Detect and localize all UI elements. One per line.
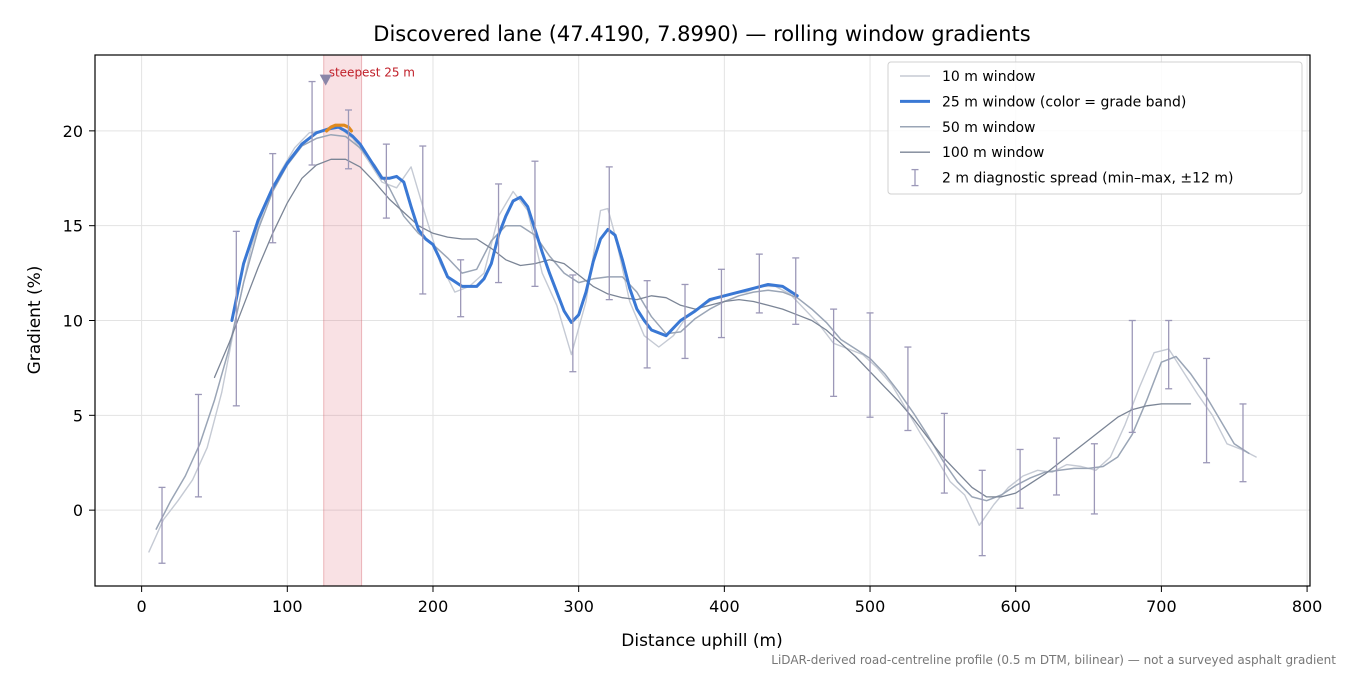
error-bar	[308, 80, 316, 166]
y-tick-label: 0	[73, 501, 83, 520]
x-tick-label: 100	[272, 597, 303, 616]
x-tick-label: 700	[1146, 597, 1177, 616]
footnote: LiDAR-derived road-centreline profile (0…	[771, 653, 1336, 667]
y-axis-ticks: 0 5 10 15 20	[63, 122, 95, 520]
error-bars	[158, 80, 1247, 564]
error-bar	[1165, 319, 1173, 390]
error-bar	[531, 160, 539, 288]
y-tick-label: 10	[63, 312, 83, 331]
x-axis-ticks: 0 100 200 300 400 500 600 700 800	[137, 586, 1323, 616]
error-bar	[978, 469, 986, 557]
error-bar	[792, 257, 800, 325]
legend-label: 10 m window	[942, 69, 1035, 85]
error-bar	[755, 253, 763, 314]
error-bar	[269, 152, 277, 244]
error-bar	[940, 412, 948, 494]
series-layer	[148, 123, 1257, 553]
legend-label: 25 m window (color = grade band)	[942, 94, 1186, 110]
steepest-label: steepest 25 m	[329, 66, 415, 80]
y-tick-label: 15	[63, 217, 83, 236]
x-tick-label: 0	[137, 597, 147, 616]
error-bar	[1239, 403, 1247, 483]
x-tick-label: 300	[563, 597, 594, 616]
x-tick-label: 200	[418, 597, 449, 616]
error-bar	[681, 283, 689, 360]
error-bar	[1090, 443, 1098, 515]
chart-title: Discovered lane (47.4190, 7.8990) — roll…	[373, 22, 1030, 46]
steepest-annotation: steepest 25 m	[319, 66, 415, 86]
error-bar	[1053, 437, 1061, 496]
y-tick-label: 20	[63, 122, 83, 141]
error-bar	[866, 312, 874, 418]
x-tick-label: 500	[855, 597, 886, 616]
steepest-marker	[319, 74, 332, 86]
error-bar	[232, 230, 240, 407]
error-bar	[194, 393, 202, 498]
error-bar	[419, 145, 427, 295]
legend: 10 m window 25 m window (color = grade ba…	[887, 61, 1303, 195]
error-bar	[605, 166, 613, 301]
error-bar	[344, 109, 352, 170]
legend-box	[887, 61, 1303, 195]
error-bar	[569, 274, 577, 373]
series-line-1	[230, 125, 799, 338]
series-line-3	[155, 133, 1250, 530]
error-bar	[1016, 448, 1024, 509]
error-bar	[643, 280, 651, 369]
error-bar	[158, 486, 166, 564]
error-bar	[495, 183, 503, 284]
y-axis-label: Gradient (%)	[25, 266, 45, 375]
error-bar	[830, 308, 838, 398]
error-bar	[457, 259, 465, 318]
x-axis-label: Distance uphill (m)	[621, 631, 782, 651]
error-bar	[382, 143, 390, 219]
legend-label: 100 m window	[942, 145, 1044, 161]
x-tick-label: 400	[709, 597, 740, 616]
legend-label: 50 m window	[942, 120, 1035, 136]
error-bar	[1203, 357, 1211, 464]
y-tick-label: 5	[73, 406, 83, 425]
x-tick-label: 600	[1000, 597, 1031, 616]
error-bar	[717, 268, 725, 339]
legend-label: 2 m diagnostic spread (min–max, ±12 m)	[942, 171, 1233, 187]
error-bar	[1128, 319, 1136, 434]
error-bar	[904, 346, 912, 432]
x-tick-label: 800	[1292, 597, 1323, 616]
